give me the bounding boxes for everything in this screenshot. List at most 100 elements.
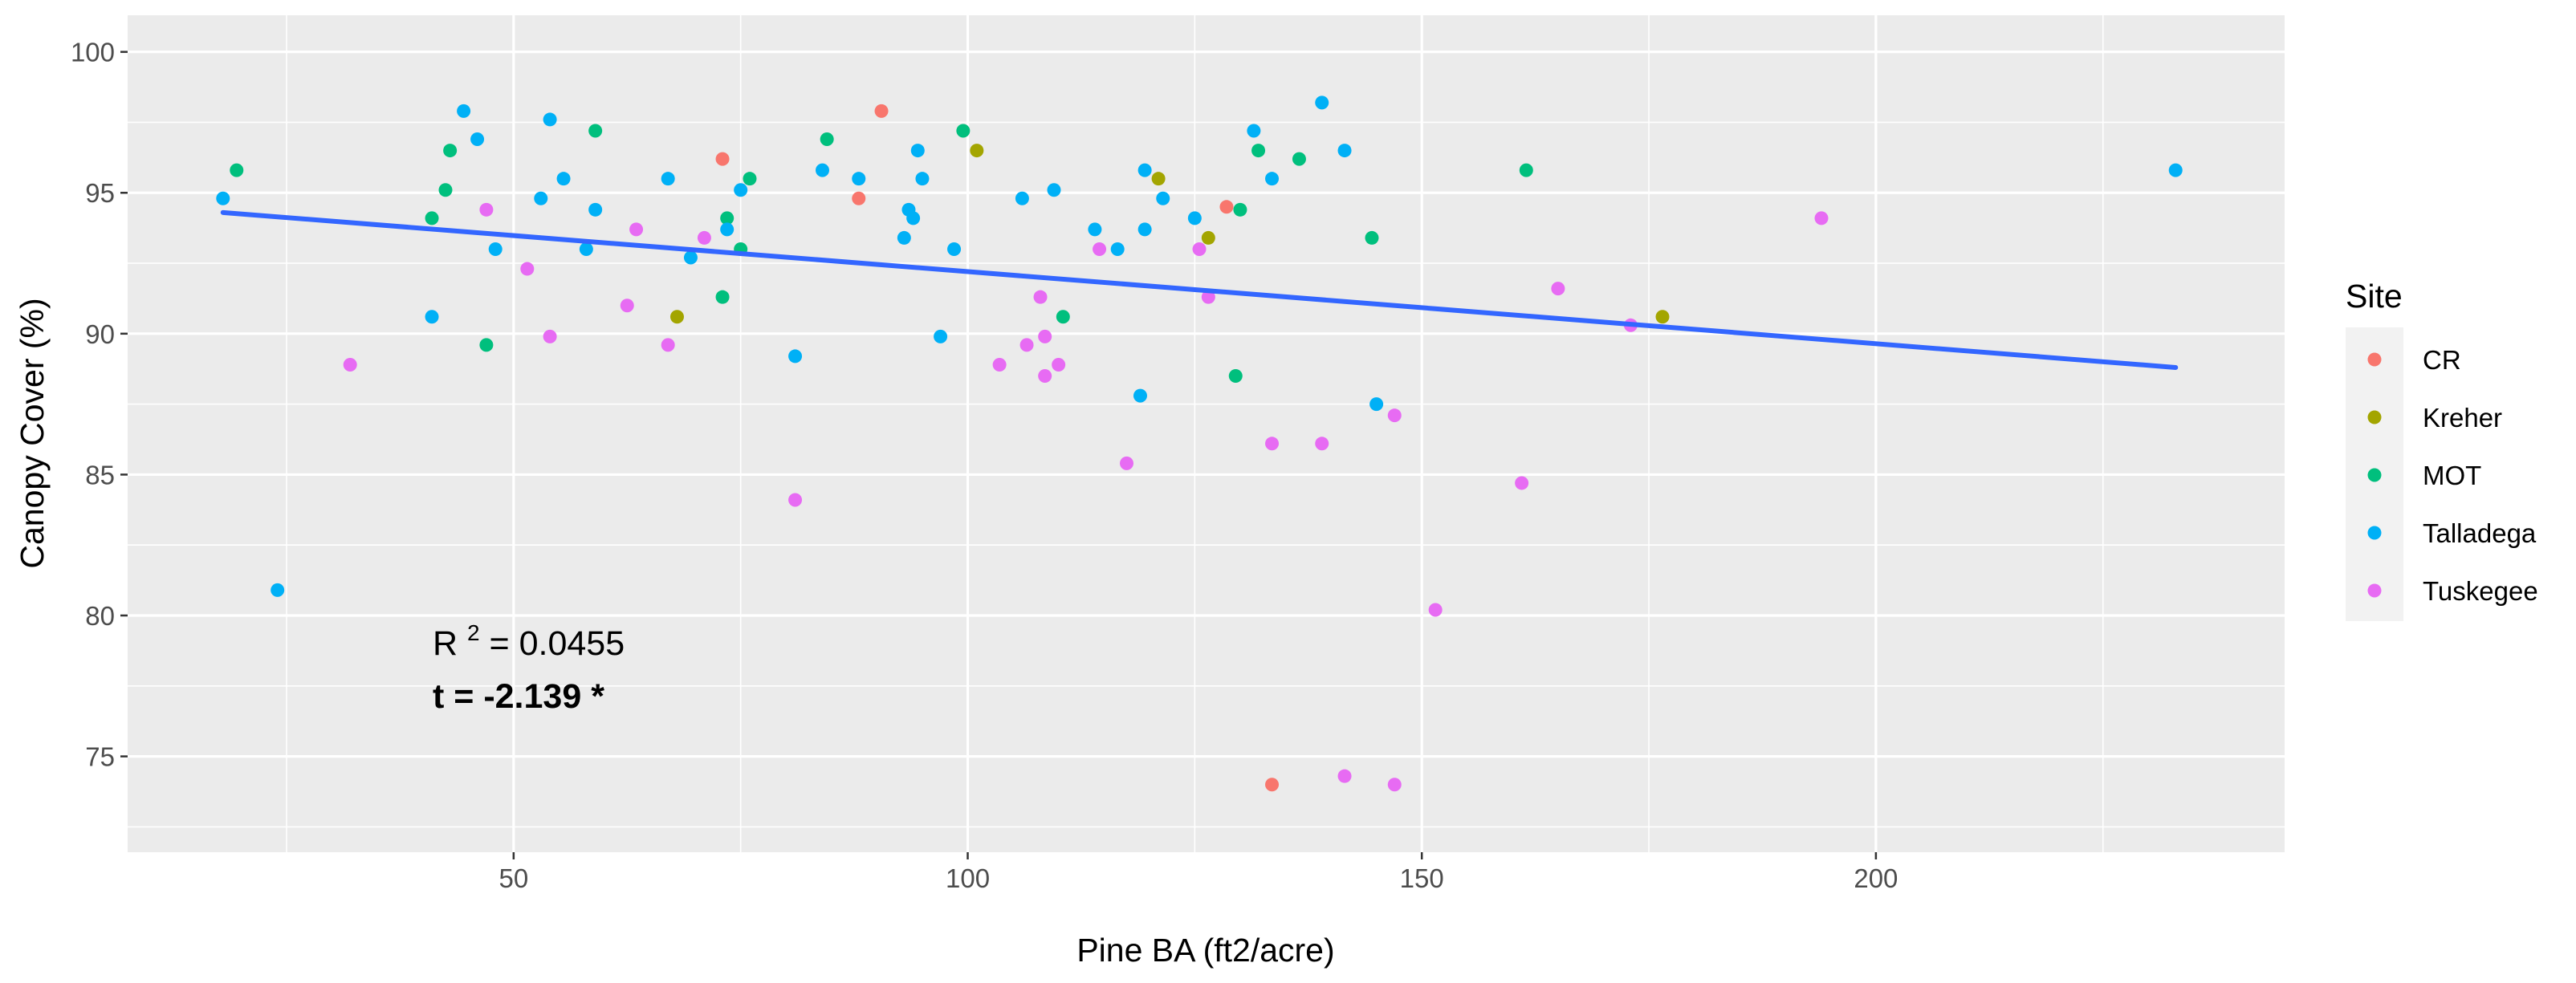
- data-point-mot: [1519, 163, 1533, 177]
- data-point-tuskegee: [343, 357, 357, 372]
- data-point-cr: [1265, 778, 1280, 792]
- data-point-cr: [852, 191, 866, 205]
- data-point-talladega: [534, 191, 548, 205]
- data-point-tuskegee: [543, 329, 557, 343]
- data-point-talladega: [2168, 163, 2183, 177]
- data-point-mot: [230, 163, 244, 177]
- legend-label-tuskegee: Tuskegee: [2423, 576, 2538, 606]
- data-point-mot: [588, 124, 603, 138]
- data-point-cr: [874, 104, 889, 118]
- legend-label-talladega: Talladega: [2423, 518, 2537, 548]
- data-point-talladega: [1337, 144, 1352, 158]
- data-point-talladega: [1137, 163, 1152, 177]
- data-point-mot: [1233, 202, 1247, 217]
- r-squared-superscript: 2: [467, 620, 480, 645]
- data-point-talladega: [852, 172, 866, 186]
- y-axis-title: Canopy Cover (%): [14, 298, 51, 568]
- data-point-mot: [743, 172, 757, 186]
- data-point-tuskegee: [1337, 769, 1352, 783]
- data-point-tuskegee: [1814, 211, 1829, 225]
- data-point-talladega: [425, 310, 439, 324]
- grid-lines: [128, 15, 2285, 852]
- legend-key-mot: [2367, 468, 2382, 482]
- x-tick-label: 50: [499, 863, 528, 893]
- data-point-mot: [1228, 369, 1243, 384]
- data-point-talladega: [1133, 388, 1147, 403]
- legend-title: Site: [2346, 278, 2403, 315]
- data-point-talladega: [720, 222, 735, 237]
- y-tick-label: 95: [85, 178, 115, 208]
- data-point-tuskegee: [1019, 338, 1034, 352]
- data-point-tuskegee: [1052, 357, 1066, 372]
- regression-line: [220, 209, 2179, 370]
- data-point-tuskegee: [788, 493, 803, 507]
- y-tick-label: 80: [85, 601, 115, 631]
- data-point-talladega: [488, 242, 503, 256]
- trendline-group: [220, 209, 2179, 370]
- y-tick-label: 100: [71, 38, 115, 67]
- data-point-talladega: [934, 329, 948, 343]
- data-point-talladega: [271, 583, 285, 597]
- data-point-tuskegee: [1033, 290, 1048, 304]
- data-point-talladega: [788, 349, 803, 364]
- data-point-talladega: [543, 112, 557, 127]
- data-point-talladega: [1187, 211, 1202, 225]
- data-point-mot: [1292, 152, 1306, 166]
- data-point-mot: [479, 338, 494, 352]
- y-tick-label: 75: [85, 742, 115, 772]
- data-point-talladega: [1369, 397, 1384, 412]
- y-tick-label: 90: [85, 319, 115, 349]
- legend-items: CR Kreher MOT Talladega Tuskegee: [2346, 327, 2538, 621]
- data-point-talladega: [216, 191, 230, 205]
- r-squared-prefix: R: [433, 624, 458, 663]
- data-point-talladega: [1110, 242, 1125, 256]
- data-point-mot: [443, 144, 458, 158]
- data-point-mot: [715, 290, 730, 304]
- data-point-talladega: [947, 242, 962, 256]
- data-point-tuskegee: [661, 338, 675, 352]
- x-tick-label: 150: [1400, 863, 1444, 893]
- data-point-talladega: [915, 172, 930, 186]
- data-point-tuskegee: [1201, 290, 1215, 304]
- data-point-talladega: [897, 230, 911, 245]
- data-point-tuskegee: [620, 299, 634, 313]
- data-point-talladega: [579, 242, 593, 256]
- data-point-kreher: [970, 144, 984, 158]
- data-point-kreher: [1151, 172, 1166, 186]
- data-point-talladega: [906, 211, 921, 225]
- data-point-kreher: [1201, 230, 1215, 245]
- x-tick-label: 200: [1854, 863, 1898, 893]
- legend-label-mot: MOT: [2423, 461, 2481, 490]
- legend-label-cr: CR: [2423, 345, 2461, 375]
- data-point-tuskegee: [697, 230, 711, 245]
- r-squared-annotation: R 2 = 0.0455: [433, 610, 625, 663]
- legend-key-talladega: [2367, 526, 2382, 540]
- legend: Site CR Kreher MOT Talladega Tuskegee: [2346, 278, 2538, 621]
- data-point-talladega: [661, 172, 675, 186]
- data-point-talladega: [1315, 95, 1329, 110]
- axes: 50 100 150 200 75 80 85 90 95 100: [71, 38, 1898, 893]
- data-point-talladega: [1247, 124, 1261, 138]
- legend-label-kreher: Kreher: [2423, 403, 2502, 433]
- data-point-tuskegee: [629, 222, 644, 237]
- data-point-talladega: [588, 202, 603, 217]
- data-point-kreher: [1655, 310, 1670, 324]
- data-point-tuskegee: [1192, 242, 1207, 256]
- y-tick-label: 85: [85, 460, 115, 489]
- data-point-tuskegee: [520, 262, 535, 276]
- data-point-talladega: [1156, 191, 1170, 205]
- data-point-mot: [1365, 230, 1379, 245]
- x-axis-title: Pine BA (ft2/acre): [1076, 932, 1334, 969]
- data-point-talladega: [1265, 172, 1280, 186]
- data-point-mot: [1251, 144, 1266, 158]
- data-point-talladega: [734, 183, 748, 197]
- x-tick-label: 100: [946, 863, 990, 893]
- data-point-talladega: [1015, 191, 1029, 205]
- data-points: [216, 95, 2183, 792]
- data-point-kreher: [669, 310, 684, 324]
- data-point-talladega: [470, 132, 485, 147]
- data-point-tuskegee: [1515, 476, 1529, 490]
- data-point-tuskegee: [1120, 456, 1134, 470]
